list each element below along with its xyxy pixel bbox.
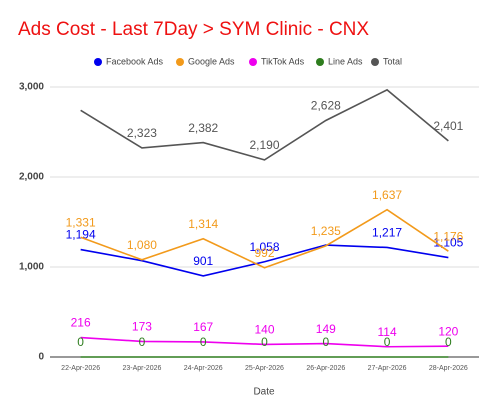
data-label: 0 <box>261 335 268 349</box>
series-line <box>80 336 449 348</box>
data-label: 1,314 <box>188 217 218 231</box>
data-label: 1,235 <box>311 224 341 238</box>
data-label: 140 <box>254 323 274 337</box>
data-label: 0 <box>139 335 146 349</box>
legend-label: Google Ads <box>188 56 235 66</box>
legend-label: Line Ads <box>328 56 363 66</box>
data-label: 1,331 <box>66 215 96 229</box>
data-label: 173 <box>132 320 152 334</box>
data-label: 114 <box>378 325 397 339</box>
data-label: 0 <box>384 335 391 349</box>
chart-title: Ads Cost - Last 7Day > SYM Clinic - CNX <box>18 19 369 40</box>
legend-marker <box>176 58 184 66</box>
legend-label: Facebook Ads <box>106 56 164 66</box>
legend-marker <box>94 58 102 66</box>
y-tick-label: 0 <box>38 352 44 363</box>
x-tick-label: 22-Apr-2026 <box>61 365 100 372</box>
data-label: 149 <box>316 322 336 336</box>
data-label: 1,176 <box>433 229 463 243</box>
series-line <box>80 88 449 161</box>
series-line <box>80 208 449 269</box>
x-tick-label: 23-Apr-2026 <box>122 365 161 372</box>
data-label: 1,058 <box>249 240 279 254</box>
x-tick-label: 24-Apr-2026 <box>184 365 223 372</box>
x-tick-label: 26-Apr-2026 <box>306 365 345 372</box>
data-label: 2,190 <box>249 138 279 152</box>
data-label: 901 <box>193 254 213 268</box>
legend-label: TikTok Ads <box>261 56 305 66</box>
x-tick-label: 27-Apr-2026 <box>368 365 407 372</box>
y-tick-label: 1,000 <box>19 262 44 273</box>
x-tick-label: 28-Apr-2026 <box>429 365 468 372</box>
data-label: 2,382 <box>188 121 218 135</box>
legend-label: Total <box>383 56 402 66</box>
data-label: 0 <box>77 335 84 349</box>
series-line <box>80 244 449 277</box>
data-label: 1,080 <box>127 238 157 252</box>
data-label: 1,194 <box>66 228 96 242</box>
x-tick-label: 25-Apr-2026 <box>245 365 284 372</box>
data-label: 167 <box>193 320 213 334</box>
data-label: 0 <box>445 335 452 349</box>
x-axis-title: Date <box>253 387 275 398</box>
data-label: 2,628 <box>311 99 341 113</box>
data-label: 1,217 <box>372 226 402 240</box>
legend-marker <box>249 58 257 66</box>
legend-marker <box>316 58 324 66</box>
data-label: 2,323 <box>127 126 157 140</box>
legend-marker <box>371 58 379 66</box>
data-label: 1,637 <box>372 188 402 202</box>
data-label: 992 <box>254 246 274 260</box>
data-label: 2,401 <box>433 119 463 133</box>
data-label: 216 <box>71 316 91 330</box>
y-tick-label: 3,000 <box>19 82 44 93</box>
data-label: 0 <box>322 335 329 349</box>
data-label: 120 <box>438 324 458 338</box>
y-tick-label: 2,000 <box>19 172 44 183</box>
data-label: 0 <box>200 335 207 349</box>
